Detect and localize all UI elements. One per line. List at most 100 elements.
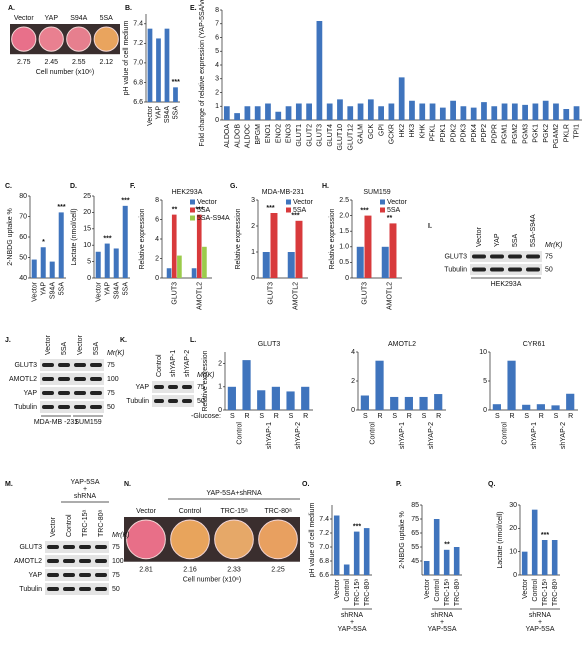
cell-count: 2.33 <box>227 567 241 574</box>
significance: *** <box>195 206 203 213</box>
group-label: shYAP-2 <box>428 422 435 449</box>
band <box>63 559 75 563</box>
y-tick-label: 15 <box>83 226 91 233</box>
bar <box>122 205 128 278</box>
chart-title: SUM159 <box>363 189 390 196</box>
row-label: GLUT3 <box>14 362 37 369</box>
y-tick-label: 40 <box>19 275 27 282</box>
x-tick-label: YAP <box>40 282 47 296</box>
x-tick-label: PKLR <box>563 124 570 142</box>
y-axis-label: Lactate (nmol/cell) <box>497 511 504 568</box>
mw-label: 50 <box>197 398 205 405</box>
band <box>47 545 59 549</box>
band <box>526 254 540 259</box>
lane-label: Control <box>156 354 163 377</box>
y-tick-label: 8 <box>215 7 219 14</box>
x-tick-label: R <box>509 413 514 420</box>
y-tick-label: 1 <box>215 103 219 110</box>
bar <box>364 215 372 278</box>
x-tick-label: YAP <box>156 106 163 120</box>
band <box>168 385 178 389</box>
bar <box>398 77 405 120</box>
y-axis-label: Fold change of relative expression (YAP-… <box>199 0 206 147</box>
bar <box>295 103 302 120</box>
top-label: shRNA <box>74 493 97 500</box>
legend-swatch <box>286 207 291 213</box>
lane-label: TRC-15ᵃ <box>82 509 89 537</box>
y-tick-label: 6.6 <box>319 572 329 579</box>
footer-label: shRNA <box>529 612 552 619</box>
dish-label: Vector <box>14 15 35 22</box>
legend-label: Vector <box>197 199 218 206</box>
x-tick-label: PDK2 <box>450 124 457 142</box>
bar <box>367 99 374 120</box>
row-label: Tubulin <box>444 266 467 273</box>
legend-swatch <box>190 215 195 221</box>
y-tick-label: 85 <box>411 502 419 509</box>
row-label: GLUT3 <box>444 253 467 260</box>
band <box>79 545 91 549</box>
y-tick-label: 2.0 <box>339 212 349 219</box>
bar <box>177 255 182 278</box>
panel-label: J. <box>5 337 11 344</box>
footer-label: YAP-5SA <box>427 626 456 633</box>
lane-label: 5SA-S94A <box>530 214 537 247</box>
group-label: Control <box>237 422 244 445</box>
band <box>90 391 102 395</box>
x-tick-label: S94A <box>49 282 56 299</box>
y-tick-label: 6.8 <box>319 558 329 565</box>
x-tick-label: S <box>230 413 235 420</box>
legend-label: Vector <box>387 199 408 206</box>
x-tick-label: PGM2 <box>512 124 519 144</box>
bar <box>326 103 333 120</box>
x-tick-label: GPI <box>378 124 385 136</box>
footer-label: YAP-5SA <box>525 626 554 633</box>
y-tick-label: 1.5 <box>339 228 349 235</box>
legend-swatch <box>380 199 385 205</box>
y-tick-label: 20 <box>509 525 517 532</box>
y-tick-label: 0 <box>513 572 517 579</box>
bar <box>301 386 310 410</box>
bar <box>375 360 384 410</box>
y-tick-label: 0 <box>483 407 487 414</box>
x-tick-label: Vector <box>522 578 529 599</box>
bar <box>381 246 389 278</box>
row-label: GLUT3 <box>19 544 42 551</box>
mw-title: Mr(K) <box>197 372 215 379</box>
mw-label: 75 <box>107 362 115 369</box>
x-tick-label: R <box>568 413 573 420</box>
x-tick-label: Vector <box>95 281 102 302</box>
chart-title: GLUT3 <box>258 341 281 348</box>
band <box>42 377 54 381</box>
dish <box>66 26 92 52</box>
dish-label: YAP <box>45 15 59 22</box>
significance: *** <box>172 79 180 86</box>
bar <box>573 106 580 120</box>
y-tick-label: 7.4 <box>319 516 329 523</box>
y-tick-label: 45 <box>411 558 419 565</box>
bar <box>49 261 55 278</box>
x-tick-label: GLUT3 <box>171 282 178 305</box>
bar <box>191 268 197 278</box>
bar <box>404 396 413 410</box>
y-tick-label: 2 <box>351 378 355 385</box>
panel-label: D. <box>70 183 77 190</box>
y-tick-label: 55 <box>411 544 419 551</box>
x-tick-label: PDK1 <box>440 124 447 142</box>
band <box>58 363 70 367</box>
bar <box>553 103 559 120</box>
lane-label: shYAP-1 <box>170 350 177 377</box>
y-tick-label: 10 <box>479 349 487 356</box>
x-tick-label: S94A <box>164 106 171 123</box>
significance: ** <box>444 542 450 549</box>
cell-count: 2.12 <box>99 59 113 66</box>
y-tick-label: 2 <box>215 89 219 96</box>
x-tick-label: Control <box>344 579 351 602</box>
mw-label: 75 <box>107 390 115 397</box>
band <box>63 573 75 577</box>
group-label: shYAP-1 <box>266 422 273 449</box>
footer-label: YAP-5SA <box>337 626 366 633</box>
y-tick-label: 10 <box>83 242 91 249</box>
x-tick-label: AMOTL2 <box>292 282 299 310</box>
y-tick-label: 10 <box>509 549 517 556</box>
